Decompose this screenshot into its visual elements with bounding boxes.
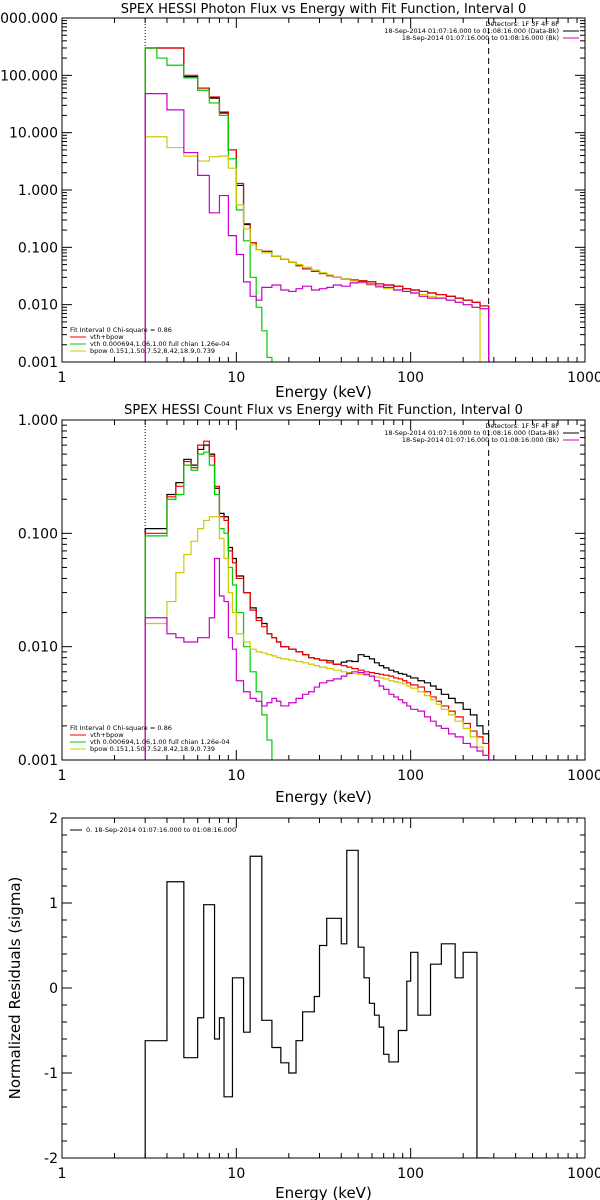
series-line <box>144 451 278 760</box>
y-tick-label: 0.100 <box>18 526 58 542</box>
series-line <box>144 47 490 362</box>
x-tick-label: 1 <box>58 370 67 386</box>
y-tick-label: 1000.000 <box>0 11 58 27</box>
x-tick-label: 1000 <box>567 768 600 784</box>
y-tick-label: 2 <box>49 811 58 827</box>
series-group <box>144 440 490 760</box>
x-tick-label: 10 <box>227 370 245 386</box>
plot-frame <box>61 817 586 1159</box>
legend-label: 18-Sep-2014 01:07:16.000 to 01:08:16.000… <box>402 34 559 42</box>
x-tick-label: 100 <box>397 768 424 784</box>
y-axis-label: Normalized Residuals (sigma) <box>6 877 24 1100</box>
y-tick-label: 0 <box>49 981 58 997</box>
y-tick-label: 0.010 <box>18 298 58 314</box>
y-tick-label: 1 <box>49 896 58 912</box>
x-tick-label: 1000 <box>567 370 600 386</box>
y-tick-label: 0.001 <box>18 355 58 371</box>
plot-frame <box>61 17 586 363</box>
y-tick-label: 0.001 <box>18 753 58 769</box>
x-tick-label: 10 <box>227 1166 245 1182</box>
y-tick-label: -2 <box>44 1151 58 1167</box>
fit-legend-label: vth+bpow <box>90 731 124 739</box>
series-line <box>144 444 490 760</box>
fit-legend-label: bpow 0.151,1.50,7.52,8.42,18.9,0.739 <box>90 347 215 355</box>
series-line <box>144 557 490 760</box>
legend: 0. 18-Sep-2014 01:07:16.000 to 01:08:16.… <box>70 826 236 834</box>
fit-legend-header: Fit Interval 0 Chi-square = 0.86 <box>70 724 172 732</box>
y-tick-label: 100.000 <box>0 68 58 84</box>
y-tick-label: 10.000 <box>9 126 58 142</box>
series-line <box>144 849 489 1158</box>
x-tick-label: 10 <box>227 768 245 784</box>
chart-title: SPEX HESSI Count Flux vs Energy with Fit… <box>124 403 523 418</box>
y-tick-label: 1.000 <box>18 183 58 199</box>
x-axis-label: Energy (keV) <box>275 788 372 806</box>
legend-header: Detectors: 1F 3F 4F 8F <box>485 422 559 430</box>
legend-label: 18-Sep-2014 01:07:16.000 to 01:08:16.000… <box>402 436 559 444</box>
y-tick-label: 0.100 <box>18 240 58 256</box>
series-group <box>144 849 489 1158</box>
legend-label: 18-Sep-2014 01:07:16.000 to 01:08:16.000… <box>384 429 559 437</box>
chart-2: SPEX HESSI Count Flux vs Energy with Fit… <box>18 403 600 806</box>
fit-legend-label: vth 0.000694,1.06,1.00 full chian 1.26e-… <box>90 340 230 348</box>
series-group <box>144 47 490 362</box>
chart-1: SPEX HESSI Photon Flux vs Energy with Fi… <box>0 2 600 401</box>
series-line <box>144 516 490 760</box>
series-line <box>144 47 490 362</box>
chart-title: SPEX HESSI Photon Flux vs Energy with Fi… <box>121 2 527 17</box>
fit-legend-header: Fit Interval 0 Chi-square = 0.86 <box>70 326 172 334</box>
legend-header: Detectors: 1F 3F 4F 8F <box>485 20 559 28</box>
y-tick-label: -1 <box>44 1066 58 1082</box>
y-tick-label: 0.010 <box>18 640 58 656</box>
fit-legend-label: bpow 0.151,1.50,7.52,8.42,18.9,0.739 <box>90 745 215 753</box>
x-axis-label: Energy (keV) <box>275 383 372 401</box>
plot-frame <box>61 419 586 761</box>
series-line <box>144 136 490 362</box>
fit-legend: Fit Interval 0 Chi-square = 0.86vth+bpow… <box>70 724 230 753</box>
series-line <box>144 440 490 760</box>
x-tick-label: 1 <box>58 1166 67 1182</box>
legend-label: 0. 18-Sep-2014 01:07:16.000 to 01:08:16.… <box>86 826 236 834</box>
series-line <box>144 93 490 362</box>
series-line <box>144 47 273 362</box>
chart-3: 1 10 100 1000 -2 -1 0 1 2 Energy (keV) Normalized … <box>6 811 600 1200</box>
fit-legend-label: vth+bpow <box>90 333 124 341</box>
x-tick-label: 100 <box>397 370 424 386</box>
x-tick-label: 100 <box>397 1166 424 1182</box>
legend-label: 18-Sep-2014 01:07:16.000 to 01:08:16.000… <box>384 27 559 35</box>
x-tick-label: 1 <box>58 768 67 784</box>
y-tick-label: 1.000 <box>18 413 58 429</box>
x-tick-label: 1000 <box>567 1166 600 1182</box>
x-axis-label: Energy (keV) <box>275 1184 372 1200</box>
fit-legend-label: vth 0.000694,1.06,1.00 full chian 1.26e-… <box>90 738 230 746</box>
fit-legend: Fit Interval 0 Chi-square = 0.86vth+bpow… <box>70 326 230 355</box>
